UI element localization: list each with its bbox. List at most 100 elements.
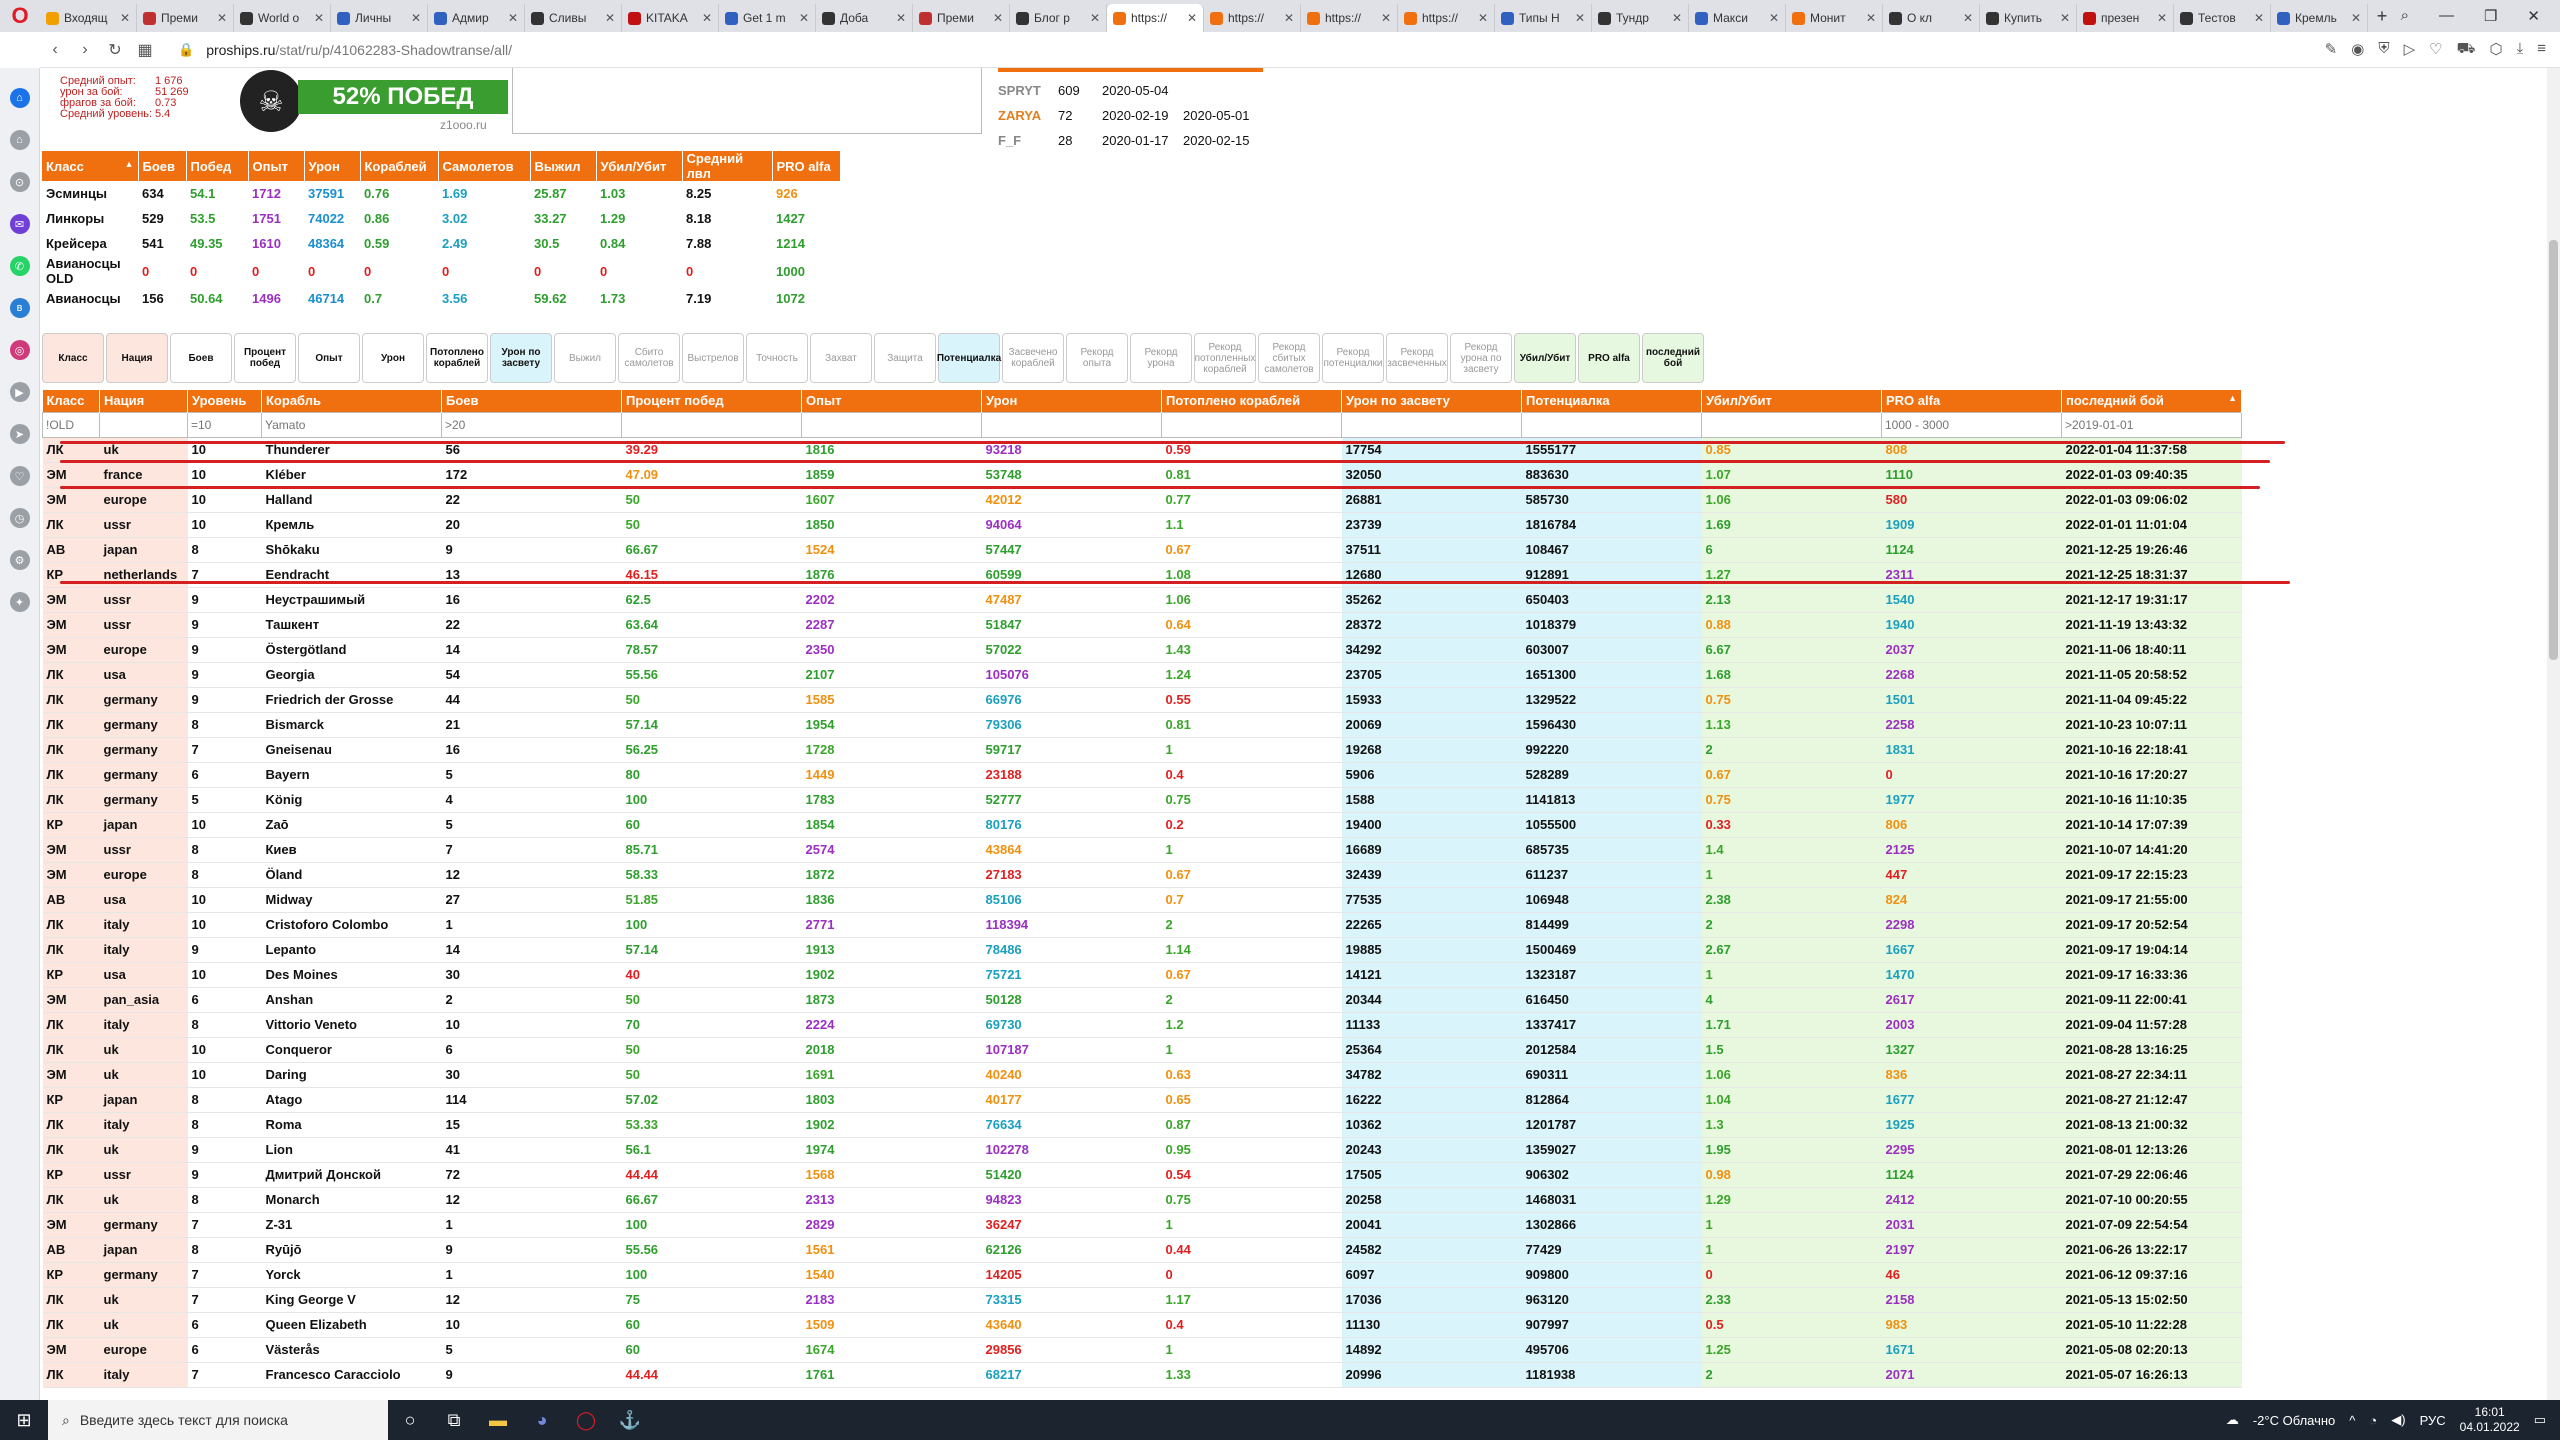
network-icon[interactable]: ◔	[2369, 1412, 2378, 1428]
column-toggle-button[interactable]: Засвечено кораблей	[1002, 333, 1064, 383]
tab-close-icon[interactable]: ✕	[1574, 11, 1585, 25]
class-table-header[interactable]: Выжил	[530, 151, 597, 181]
table-row[interactable]: ЭМ ussr 9 Неустрашимый 16 62.5 2202 47487 1.06 35…	[42, 587, 2242, 613]
column-filter-input[interactable]	[191, 418, 258, 432]
weather-icon[interactable]: ☁	[2225, 1412, 2239, 1427]
tab-close-icon[interactable]: ✕	[701, 11, 712, 25]
table-row[interactable]: ЛК germany 7 Gneisenau 16 56.25 1728 59717 1 1926…	[42, 737, 2242, 763]
table-row[interactable]: ЛК uk 8 Monarch 12 66.67 2313 94823 0.75 20258 146…	[42, 1187, 2242, 1213]
tab-close-icon[interactable]: ✕	[2350, 11, 2361, 25]
comment-textarea[interactable]	[512, 68, 982, 134]
class-table-header[interactable]: Средний лвл	[682, 151, 773, 181]
settings-icon[interactable]: ⚙	[9, 550, 30, 570]
browser-tab[interactable]: Кремль ✕	[2271, 4, 2368, 32]
tab-close-icon[interactable]: ✕	[216, 11, 227, 25]
speed-dial-icon[interactable]: ⊙	[9, 172, 30, 192]
column-toggle-button[interactable]: Процент побед	[234, 333, 296, 383]
instagram-icon[interactable]: ◎	[9, 340, 30, 360]
table-row[interactable]: ЛК uk 9 Lion 41 56.1 1974 102278 0.95 20243 135902…	[42, 1137, 2242, 1163]
download-icon[interactable]: ⤓	[2516, 40, 2524, 57]
table-row[interactable]: ЛК germany 5 König 4 100 1783 52777 0.75 1588 1141…	[42, 787, 2242, 813]
opera-menu-icon[interactable]: O	[11, 3, 29, 28]
tab-close-icon[interactable]: ✕	[2059, 11, 2070, 25]
column-toggle-button[interactable]: Выжил	[554, 333, 616, 383]
lock-icon[interactable]: 🔒	[178, 41, 195, 57]
tab-close-icon[interactable]: ✕	[2253, 11, 2264, 25]
cortana-icon[interactable]: ○	[404, 1409, 416, 1430]
table-row[interactable]: АВ japan 8 Shōkaku 9 66.67 1524 57447 0.67 37511 1…	[42, 537, 2242, 563]
tab-close-icon[interactable]: ✕	[119, 11, 130, 25]
table-row[interactable]: АВ usa 10 Midway 27 51.85 1836 85106 0.7 77535 106…	[42, 887, 2242, 913]
camera-icon[interactable]: ◉	[2351, 41, 2365, 58]
browser-tab[interactable]: Get 1 m ✕	[719, 4, 816, 32]
home-icon[interactable]: ⌂	[9, 88, 30, 108]
taskbar-search[interactable]: ⌕ Введите здесь текст для поиска	[48, 1400, 388, 1440]
table-row[interactable]: ЛК italy 8 Roma 15 53.33 1902 76634 0.87 10362 120…	[42, 1112, 2242, 1138]
url-field[interactable]: proships.ru/stat/ru/p/41062283-Shadowtra…	[206, 42, 512, 58]
column-toggle-button[interactable]: Рекорд опыта	[1066, 333, 1128, 383]
table-row[interactable]: ЛК italy 7 Francesco Caracciolo 9 44.44 1761 68…	[42, 1362, 2242, 1388]
ships-table-header[interactable]: Убил/Убит	[1701, 390, 1882, 412]
class-table-header[interactable]: Класс ▲	[42, 151, 139, 181]
browser-tab[interactable]: Макси ✕	[1689, 4, 1786, 32]
tab-close-icon[interactable]: ✕	[1089, 11, 1100, 25]
column-filter-input[interactable]	[805, 418, 978, 432]
ships-table-header[interactable]: Урон по засвету	[1341, 390, 1522, 412]
table-row[interactable]: ЛК ussr 10 Кремль 20 50 1850 94064 1.1 23739 18167…	[42, 512, 2242, 538]
history-icon[interactable]: ◷	[9, 508, 30, 528]
ships-table-header[interactable]: Класс	[42, 390, 100, 412]
column-filter-input[interactable]	[985, 418, 1158, 432]
column-toggle-button[interactable]: Рекорд потенциалки	[1322, 333, 1384, 383]
column-toggle-button[interactable]: Выстрелов	[682, 333, 744, 383]
column-toggle-button[interactable]: последний бой	[1642, 333, 1704, 383]
browser-tab[interactable]: Типы Н ✕	[1495, 4, 1592, 32]
browser-tab[interactable]: О кл ✕	[1883, 4, 1980, 32]
whatsapp-icon[interactable]: ✆	[9, 256, 30, 276]
game-icon[interactable]: ⚓	[618, 1409, 642, 1430]
ships-table-header[interactable]: Потенциалка	[1521, 390, 1702, 412]
table-row[interactable]: ЭМ uk 10 Daring 30 50 1691 40240 0.63 34782 690311…	[42, 1062, 2242, 1088]
tab-close-icon[interactable]: ✕	[1768, 11, 1779, 25]
class-table-header[interactable]: Боев	[138, 151, 187, 181]
table-row[interactable]: КР japan 10 Zaō 5 60 1854 80176 0.2 19400 1055500 0…	[42, 812, 2242, 838]
table-row[interactable]: ЛК italy 10 Cristoforo Colombo 1 100 2771 11839…	[42, 912, 2242, 938]
discord-icon[interactable]: ◕	[536, 1409, 548, 1430]
shield-icon[interactable]: ⛨	[2378, 40, 2390, 57]
browser-tab[interactable]: Блог р ✕	[1010, 4, 1107, 32]
browser-tab[interactable]: Личны ✕	[331, 4, 428, 32]
ships-table-header[interactable]: Нация	[99, 390, 188, 412]
back-icon[interactable]: ‹	[52, 40, 58, 58]
column-filter-input[interactable]	[1525, 418, 1698, 432]
menu-icon[interactable]: ≡	[2537, 40, 2546, 57]
browser-tab[interactable]: Тестов ✕	[2174, 4, 2271, 32]
class-table-header[interactable]: Опыт	[248, 151, 305, 181]
browser-tab[interactable]: World o ✕	[234, 4, 331, 32]
maximize-icon[interactable]: ❐	[2483, 8, 2498, 25]
browser-tab[interactable]: презен ✕	[2077, 4, 2174, 32]
table-row[interactable]: ЛК uk 7 King George V 12 75 2183 73315 1.17 17036…	[42, 1287, 2242, 1313]
player-icon[interactable]: ▶	[9, 382, 30, 402]
tab-close-icon[interactable]: ✕	[507, 11, 518, 25]
column-toggle-button[interactable]: Потоплено кораблей	[426, 333, 488, 383]
column-filter-input[interactable]	[103, 418, 184, 432]
minimize-icon[interactable]: —	[2438, 7, 2454, 24]
cart-icon[interactable]: ⛟	[2456, 40, 2476, 57]
favorites-icon[interactable]: ♡	[9, 466, 30, 486]
tab-close-icon[interactable]: ✕	[604, 11, 615, 25]
tab-close-icon[interactable]: ✕	[1380, 11, 1391, 25]
table-row[interactable]: АВ japan 8 Ryūjō 9 55.56 1561 62126 0.44 24582 774…	[42, 1237, 2242, 1263]
browser-tab[interactable]: Монит ✕	[1786, 4, 1883, 32]
tab-close-icon[interactable]: ✕	[1865, 11, 1876, 25]
table-row[interactable]: ЛК italy 9 Lepanto 14 57.14 1913 78486 1.14 19885…	[42, 937, 2242, 963]
volume-icon[interactable]: ◀)	[2391, 1412, 2406, 1427]
cube-icon[interactable]: ⬡	[2489, 41, 2503, 58]
table-row[interactable]: ЛК germany 8 Bismarck 21 57.14 1954 79306 0.81 20…	[42, 712, 2242, 738]
ships-table-header[interactable]: Урон	[981, 390, 1162, 412]
tab-close-icon[interactable]: ✕	[992, 11, 1003, 25]
scrollbar-thumb[interactable]	[2549, 240, 2558, 660]
tray-chevron-icon[interactable]: ^	[2349, 1412, 2356, 1428]
class-table-header[interactable]: PRO alfa	[772, 151, 841, 181]
column-toggle-button[interactable]: Урон по засвету	[490, 333, 552, 383]
tab-close-icon[interactable]: ✕	[1962, 11, 1973, 25]
column-toggle-button[interactable]: Урон	[362, 333, 424, 383]
